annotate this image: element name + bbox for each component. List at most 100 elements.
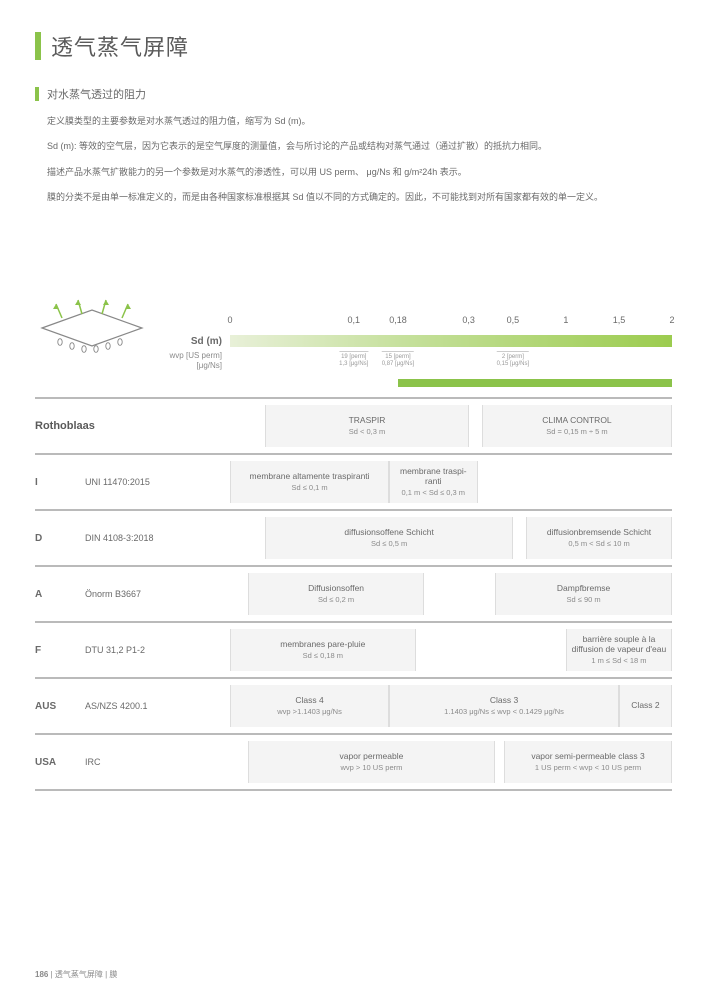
class-title: Diffusionsoffen [308,584,364,594]
page-footer: 186 | 透气蒸气屏障 | 膜 [35,969,117,980]
scale-tick: 0,1 [347,315,360,325]
table-row: DDIN 4108-3:2018 diffusionsoffene Schicht… [35,510,672,566]
class-sub: Sd < 0,3 m [349,428,385,436]
footer-text: 透气蒸气屏障 | 膜 [55,970,118,979]
class-title: diffusionsoffene Schicht [344,528,433,538]
standard-name: DIN 4108-3:2018 [85,510,230,566]
wvp-label-1: wvp [US perm] [170,351,222,360]
country-code: AUS [35,678,85,734]
scale-ticks: 0 0,1 0,18 0,3 0,5 1 1,5 2 [230,315,672,329]
class-box: membranes pare-pluie Sd ≤ 0,18 m [230,629,416,671]
class-sub: Sd = 0,15 m ÷ 5 m [546,428,607,436]
sd-gradient-bar [230,335,672,347]
table-row: USAIRCvapor permeablewvp > 10 US permvap… [35,734,672,790]
class-box: barrière souple à la diffusion de vapeur… [566,629,672,671]
title-accent [35,32,41,60]
class-box: Class 3 1.1403 μg/Ns ≤ wvp < 0.1429 μg/Ns [389,685,619,727]
class-sub: Sd ≤ 0,18 m [303,652,343,660]
class-title: Class 3 [490,696,518,706]
scale-tick: 2 [669,315,674,325]
class-title: Dampfbremse [557,584,610,594]
class-box: diffusionsoffene Schicht Sd ≤ 0,5 m [265,517,513,559]
class-box: membrane traspi-ranti 0,1 m < Sd ≤ 0,3 m [389,461,477,503]
country-code: USA [35,734,85,790]
class-title: barrière souple à la diffusion de vapeur… [571,635,667,655]
wvp-ticks: 19 [perm]1,3 [μg/Ns] 15 [perm]0,87 [μg/Ns… [230,351,672,375]
class-sub: Sd ≤ 90 m [567,596,601,604]
scale-tick: 0,5 [507,315,520,325]
para-3: 描述产品水蒸气扩散能力的另一个参数是对水蒸气的渗透性，可以用 US perm、 … [47,165,672,180]
class-box: Class 2 [619,685,672,727]
data-cell: vapor permeable wvp > 10 US perm vapor sem… [230,734,672,790]
diagram-cell [35,315,230,329]
class-title: CLIMA CONTROL [542,416,611,426]
class-box: Dampfbremse Sd ≤ 90 m [495,573,672,615]
class-box: diffusionbremsende Schicht 0,5 m < Sd ≤ 1… [526,517,672,559]
data-cell: diffusionsoffene SchichtSd ≤ 0,5 mdiffus… [230,510,672,566]
class-title: membrane traspi-ranti [394,467,472,487]
country-code: D [35,510,85,566]
para-1: 定义膜类型的主要参数是对水蒸气透过的阻力值，缩写为 Sd (m)。 [47,114,672,129]
green-segment [398,379,672,387]
class-box: vapor permeable wvp > 10 US perm [248,741,496,783]
classification-table: RothoblaasTRASPIRSd < 0,3 mCLIMA CONTROL… [35,397,672,791]
class-sub: 1.1403 μg/Ns ≤ wvp < 0.1429 μg/Ns [444,708,564,716]
standard-name: Önorm B3667 [85,566,230,622]
class-sub: 0,5 m < Sd ≤ 10 m [568,540,629,548]
class-title: vapor semi-permeable class 3 [531,752,644,762]
green-bar-row [35,379,672,389]
class-sub: 1 US perm < wvp < 10 US perm [535,764,641,772]
country-code: A [35,566,85,622]
scale-tick: 1,5 [613,315,626,325]
standard-name: UNI 11470:2015 [85,454,230,510]
page-number: 186 [35,970,48,979]
section-title: 对水蒸气透过的阻力 [47,86,146,102]
scale-tick: 0,3 [462,315,475,325]
class-box: CLIMA CONTROL Sd = 0,15 m ÷ 5 m [482,405,672,447]
data-cell: membranes pare-pluie Sd ≤ 0,18 m barrière … [230,622,672,678]
class-title: membranes pare-pluie [280,640,365,650]
data-cell: Diffusionsoffen Sd ≤ 0,2 m Dampfbremse Sd ≤… [230,566,672,622]
wvp-tick: 2 [perm]0,15 [μg/Ns] [497,351,529,367]
class-title: TRASPIR [349,416,386,426]
standard-name: AS/NZS 4200.1 [85,678,230,734]
scale-tick: 0,18 [389,315,407,325]
class-sub: Sd ≤ 0,2 m [318,596,354,604]
class-title: vapor permeable [340,752,404,762]
scale-tick: 0 [227,315,232,325]
class-title: Class 4 [295,696,323,706]
table-row: FDTU 31,2 P1-2membranes pare-pluieSd ≤ 0… [35,622,672,678]
table-row: AUSAS/NZS 4200.1 Class 4 wvp >1.1403 μg/Ns… [35,678,672,734]
class-sub: Sd ≤ 0,5 m [371,540,407,548]
class-title: membrane altamente traspiranti [250,472,370,482]
class-sub: wvp >1.1403 μg/Ns [277,708,342,716]
scale-tick: 1 [563,315,568,325]
class-sub: 1 m ≤ Sd < 18 m [591,657,646,665]
page-title-bar: 透气蒸气屏障 [35,30,672,62]
para-2: Sd (m): 等效的空气层，因为它表示的是空气厚度的测量值，会与所讨论的产品或… [47,139,672,154]
class-box: TRASPIR Sd < 0,3 m [265,405,468,447]
page-title: 透气蒸气屏障 [51,30,189,62]
membrane-diagram-icon [32,298,152,358]
class-sub: 0,1 m < Sd ≤ 0,3 m [402,489,466,497]
class-sub: Sd ≤ 0,1 m [291,484,327,492]
chart-area: 00,10,180,30,511,52 Sd (m) wvp [US perm]… [35,315,672,791]
class-box: Class 4 wvp >1.1403 μg/Ns [230,685,389,727]
section-bar: 对水蒸气透过的阻力 [35,86,672,102]
data-cell: membrane altamente traspiranti Sd ≤ 0,1 m… [230,454,672,510]
data-cell: Class 4 wvp >1.1403 μg/Ns Class 3 1.1403 μg… [230,678,672,734]
table-row: IUNI 11470:2015membrane altamente traspi… [35,454,672,510]
class-sub: wvp > 10 US perm [340,764,402,772]
wvp-label-2: [μg/Ns] [196,361,222,370]
country-code: F [35,622,85,678]
para-4: 膜的分类不是由单一标准定义的，而是由各种国家标准根据其 Sd 值以不同的方式确定… [47,190,672,205]
class-title: diffusionbremsende Schicht [547,528,651,538]
class-box: membrane altamente traspiranti Sd ≤ 0,1 m [230,461,389,503]
green-bar-track [230,379,672,389]
class-title: Class 2 [631,701,659,711]
table-row: AÖnorm B3667 Diffusionsoffen Sd ≤ 0,2 m Dam… [35,566,672,622]
class-box: vapor semi-permeable class 3 1 US perm < … [504,741,672,783]
wvp-tick: 15 [perm]0,87 [μg/Ns] [382,351,414,367]
wvp-tick: 19 [perm]1,3 [μg/Ns] [339,351,368,367]
data-cell: TRASPIR Sd < 0,3 m CLIMA CONTROL Sd = 0,15 … [230,398,672,454]
